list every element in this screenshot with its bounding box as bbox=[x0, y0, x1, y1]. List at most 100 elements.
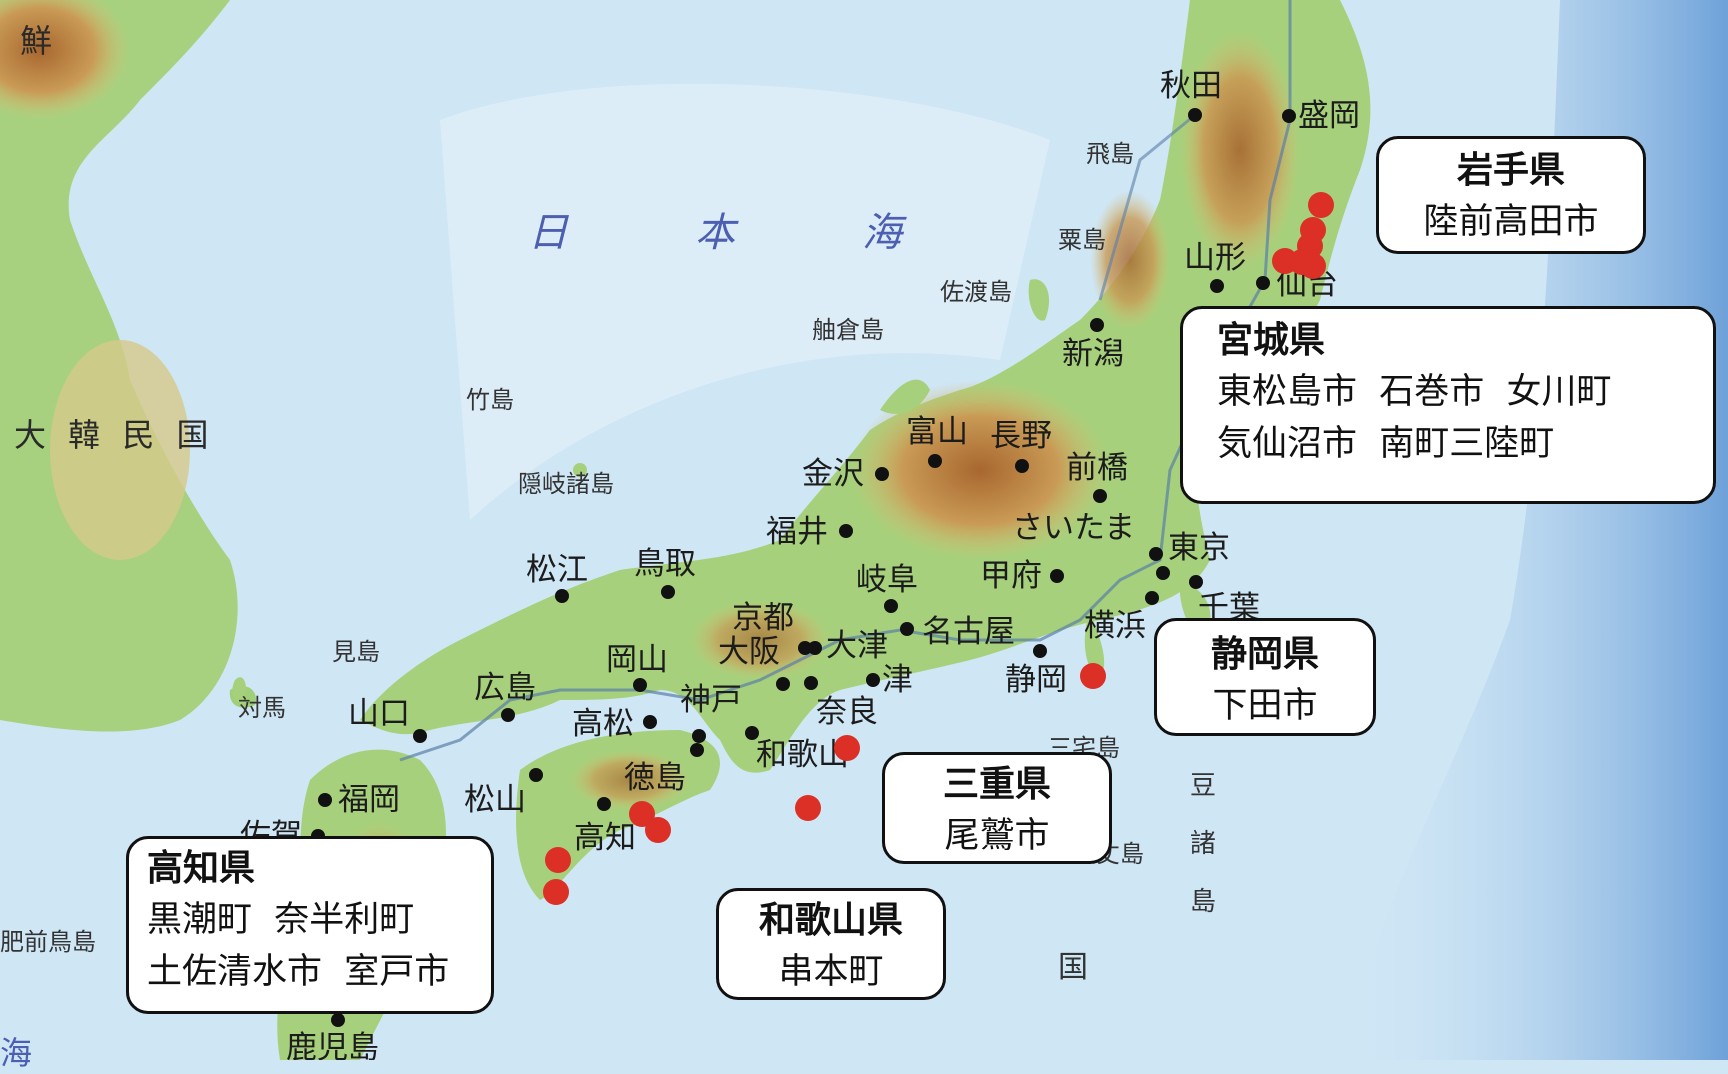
island-label: 肥前鳥島 bbox=[0, 928, 96, 956]
sado-island bbox=[1028, 279, 1050, 321]
city-dot bbox=[1050, 569, 1064, 583]
callout-shizuoka-towns: 下田市 bbox=[1212, 686, 1318, 726]
city-dot bbox=[1156, 566, 1170, 580]
affected-town-marker bbox=[1300, 253, 1326, 279]
callout-miyagi-towns-line-1: 東松島市 石巻市 女川町 bbox=[1217, 372, 1612, 412]
izu-peninsula bbox=[1084, 610, 1105, 680]
callout-kochi-prefecture: 高知県 bbox=[147, 848, 256, 889]
city-label: 高松 bbox=[572, 706, 634, 742]
izu-char-2: 諸 bbox=[1190, 829, 1217, 859]
island-label: 隠岐諸島 bbox=[518, 470, 614, 498]
city-dot bbox=[884, 599, 898, 613]
city-dot bbox=[866, 673, 880, 687]
affected-markers bbox=[543, 192, 1334, 905]
affected-town-marker bbox=[545, 847, 571, 873]
city-label: 静岡 bbox=[1005, 662, 1067, 698]
city-dot bbox=[318, 793, 332, 807]
izu-char-3: 島 bbox=[1190, 887, 1217, 917]
city-label: 富山 bbox=[906, 414, 968, 450]
noto-peninsula bbox=[880, 379, 930, 414]
city-dot bbox=[692, 729, 706, 743]
city-dot bbox=[413, 729, 427, 743]
city-label: 鳥取 bbox=[634, 546, 696, 582]
sea-char-2: 本 bbox=[695, 210, 735, 256]
city-dot bbox=[1189, 575, 1203, 589]
honshu-land bbox=[360, 0, 1371, 773]
callout-kochi: 高知県 黒潮町 奈半利町 土佐清水市 室戸市 bbox=[126, 836, 494, 1014]
city-label: 山形 bbox=[1184, 240, 1246, 276]
callout-miyagi: 宮城県 東松島市 石巻市 女川町 気仙沼市 南町三陸町 bbox=[1180, 306, 1716, 504]
island-label: 竹島 bbox=[466, 386, 514, 414]
city-dot bbox=[745, 726, 759, 740]
partial-top-label: 鮮 bbox=[20, 22, 53, 60]
city-label: 秋田 bbox=[1160, 68, 1222, 104]
kuni-label: 国 bbox=[1058, 950, 1088, 985]
oki-islands bbox=[573, 463, 587, 477]
affected-town-marker bbox=[543, 879, 569, 905]
affected-town-marker bbox=[629, 801, 655, 827]
city-dot bbox=[501, 708, 515, 722]
island-label: 舳倉島 bbox=[812, 316, 884, 344]
izu-char-1: 豆 bbox=[1190, 771, 1217, 801]
callout-miyagi-towns-line-2: 気仙沼市 南町三陸町 bbox=[1217, 424, 1555, 464]
city-label: 京都 bbox=[732, 600, 794, 636]
city-label: 東京 bbox=[1168, 530, 1230, 566]
city-label: 徳島 bbox=[624, 760, 686, 796]
city-dot bbox=[661, 585, 675, 599]
city-label: 金沢 bbox=[802, 456, 864, 492]
callout-kochi-towns-line-2: 土佐清水市 室戸市 bbox=[147, 952, 450, 992]
island-label: 対馬 bbox=[238, 694, 286, 722]
city-label: 松山 bbox=[464, 782, 526, 818]
callout-mie: 三重県 尾鷲市 bbox=[882, 752, 1112, 864]
city-dot bbox=[555, 589, 569, 603]
affected-town-marker bbox=[1080, 663, 1106, 689]
callout-iwate: 岩手県 陸前高田市 bbox=[1376, 136, 1646, 254]
city-label: さいたま bbox=[1012, 510, 1135, 546]
callout-shizuoka: 静岡県 下田市 bbox=[1154, 618, 1376, 736]
city-dot bbox=[690, 743, 704, 757]
city-dot bbox=[875, 467, 889, 481]
callout-miyagi-prefecture: 宮城県 bbox=[1217, 320, 1326, 361]
city-dot bbox=[1149, 547, 1163, 561]
city-dot bbox=[643, 715, 657, 729]
city-label: 鹿児島 bbox=[286, 1030, 379, 1060]
city-dot bbox=[900, 622, 914, 636]
city-label: 神戸 bbox=[680, 682, 742, 718]
callout-mie-prefecture: 三重県 bbox=[942, 764, 1051, 805]
city-dot bbox=[776, 677, 790, 691]
city-dot bbox=[808, 641, 822, 655]
city-dot bbox=[529, 768, 543, 782]
callout-wakayama: 和歌山県 串本町 bbox=[716, 888, 946, 1000]
city-dot bbox=[1210, 279, 1224, 293]
railway-line-2 bbox=[1098, 113, 1196, 301]
callout-wakayama-towns: 串本町 bbox=[778, 952, 884, 992]
island-label: 飛島 bbox=[1086, 140, 1134, 168]
affected-town-marker bbox=[834, 735, 860, 761]
city-dot bbox=[1256, 276, 1270, 290]
city-dot bbox=[1015, 459, 1029, 473]
island-label: 見島 bbox=[332, 638, 380, 666]
city-dot bbox=[839, 524, 853, 538]
city-dot bbox=[1033, 644, 1047, 658]
city-label: 福井 bbox=[766, 514, 828, 550]
callout-kochi-towns-line-1: 黒潮町 奈半利町 bbox=[147, 900, 415, 940]
city-dot bbox=[1282, 109, 1296, 123]
city-dot bbox=[633, 678, 647, 692]
callout-mie-towns: 尾鷲市 bbox=[944, 816, 1050, 856]
city-dot bbox=[1188, 108, 1202, 122]
sea-char-3: 海 bbox=[862, 210, 902, 256]
shelf-sea bbox=[440, 83, 1050, 521]
city-label: 甲府 bbox=[980, 558, 1042, 594]
city-label: 高知 bbox=[574, 820, 636, 856]
city-label: 奈良 bbox=[816, 694, 878, 730]
callout-iwate-towns: 陸前高田市 bbox=[1423, 202, 1599, 242]
pacific-trench bbox=[1340, 0, 1728, 1060]
city-label: 山口 bbox=[348, 696, 410, 732]
city-dot bbox=[804, 676, 818, 690]
tsushima-island bbox=[232, 677, 246, 705]
partial-bottom-label: 海 bbox=[0, 1034, 33, 1072]
callout-wakayama-prefecture: 和歌山県 bbox=[758, 900, 903, 941]
city-label: 大阪 bbox=[718, 634, 780, 670]
island-label: 粟島 bbox=[1058, 226, 1106, 254]
